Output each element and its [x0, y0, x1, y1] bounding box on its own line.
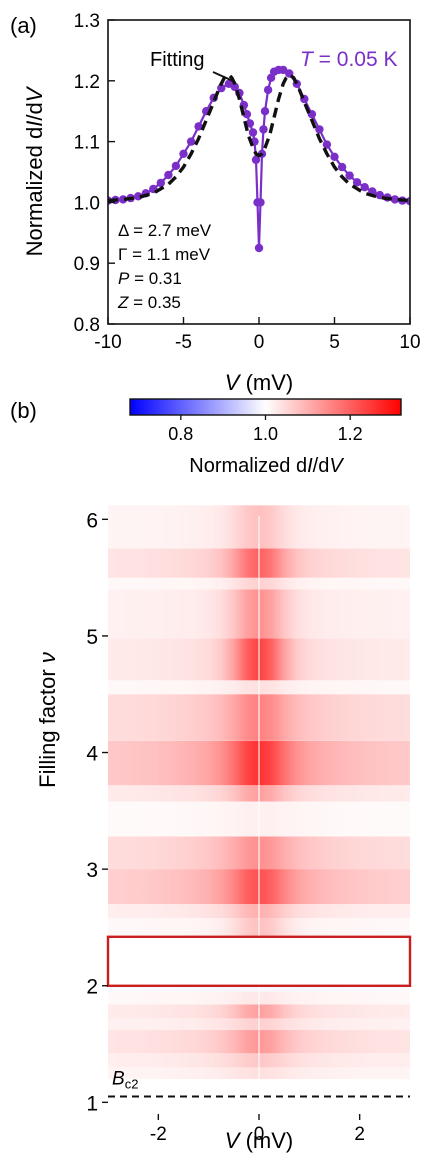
x-tick-label: -5: [175, 332, 192, 353]
panel-a-plot-area: [108, 65, 410, 253]
param-delta: Δ = 2.7 meV: [118, 221, 212, 240]
data-point-measured: [260, 107, 270, 116]
panel-b-y-ticks: 1 2 3 4 5 6: [86, 509, 108, 1115]
data-point-measured: [194, 122, 203, 131]
data-point-measured: [263, 85, 273, 95]
y-tick-label: 5: [86, 626, 98, 649]
y-tick-label: 0.9: [74, 254, 100, 275]
series-line-fitting: [108, 72, 410, 203]
data-point-measured: [345, 171, 354, 180]
data-point-measured: [322, 140, 332, 149]
panel-b-x-ticks: -2 0 2: [150, 1114, 365, 1145]
y-tick-label: 1.1: [74, 133, 100, 154]
data-point-measured: [164, 170, 173, 180]
data-point-measured: [330, 152, 339, 161]
x-tick-label: 5: [329, 332, 340, 353]
colorbar-label: Normalized dI/dV: [189, 455, 344, 477]
param-p: P = 0.31: [118, 269, 182, 288]
data-point-measured: [259, 125, 268, 134]
highlight-box: [106, 935, 412, 987]
fitting-label: Fitting: [150, 49, 204, 71]
param-z: Z = 0.35: [117, 293, 181, 312]
y-tick-label: 4: [86, 743, 98, 766]
panel-a-y-ticks: 0.8 0.9 1.0 1.1 1.2 1.3: [74, 11, 115, 336]
data-point-measured: [118, 195, 128, 204]
data-point-measured: [315, 125, 324, 134]
param-gamma: Γ = 1.1 meV: [118, 245, 211, 264]
data-point-measured: [186, 137, 196, 146]
data-point-measured: [337, 162, 347, 172]
data-point-measured: [254, 243, 264, 253]
x-tick-label: 0: [254, 332, 265, 353]
panel-a: (a) -10 -5 0 5 10 0.80.91.01.11.21.3 V (mV) …: [10, 11, 421, 395]
heatmap-area: [108, 496, 410, 1114]
y-tick-label: 2: [86, 976, 98, 999]
panel-b-label: (b): [10, 398, 37, 423]
temperature-label: T = 0.05 K: [300, 48, 397, 71]
y-tick-label: 0.8: [74, 315, 100, 336]
data-point-measured: [248, 128, 258, 137]
x-tick-label: -2: [150, 1124, 167, 1145]
x-tick-label: -10: [94, 332, 121, 353]
data-point-measured: [242, 110, 252, 119]
y-tick-label: 3: [86, 859, 98, 882]
y-tick-label: 1.2: [74, 72, 100, 93]
data-point-measured: [171, 161, 181, 171]
data-point-measured: [179, 149, 188, 158]
x-tick-label: 2: [354, 1124, 365, 1145]
panel-a-label: (a): [10, 13, 37, 38]
y-tick-label: 1: [86, 1092, 98, 1115]
x-tick-label: 10: [399, 332, 420, 353]
colorbar-ticks: 0.8 1.0 1.2: [168, 415, 363, 444]
fitting-label-pointer: [212, 71, 234, 82]
panel-b: (b) 0.8 1.0 1.2 Normalized dI/dV Bc2 -2 0 2 …: [10, 398, 412, 1153]
data-point-measured: [251, 155, 261, 164]
panel-b-y-axis-label: Filling factor ν: [35, 652, 60, 788]
colorbar: [129, 398, 402, 416]
data-point-measured: [217, 83, 226, 93]
data-point-measured: [245, 119, 255, 128]
data-point-measured: [230, 82, 239, 92]
y-tick-label: 1.3: [74, 11, 100, 32]
data-point-measured: [390, 195, 400, 204]
panel-a-x-axis-label: V (mV): [225, 370, 293, 395]
panel-a-x-ticks: -10 -5 0 5 10: [94, 317, 421, 353]
data-point-measured: [360, 183, 369, 192]
data-point-measured: [375, 190, 384, 200]
y-tick-label: 6: [86, 509, 98, 532]
colorbar-tick-label: 1.0: [253, 424, 278, 444]
panel-b-x-axis-label: V (mV): [225, 1128, 293, 1153]
colorbar-tick-label: 0.8: [168, 424, 193, 444]
data-point-measured: [256, 198, 265, 207]
colorbar-tick-label: 1.2: [338, 424, 363, 444]
data-point-measured: [156, 178, 165, 188]
panel-a-y-axis-label: Normalized dI/dV: [22, 85, 47, 256]
y-tick-label: 1.0: [74, 193, 100, 214]
bc2-label: Bc2: [112, 1069, 138, 1092]
x-tick-label: 0: [254, 1124, 265, 1145]
data-point-measured: [352, 178, 362, 187]
